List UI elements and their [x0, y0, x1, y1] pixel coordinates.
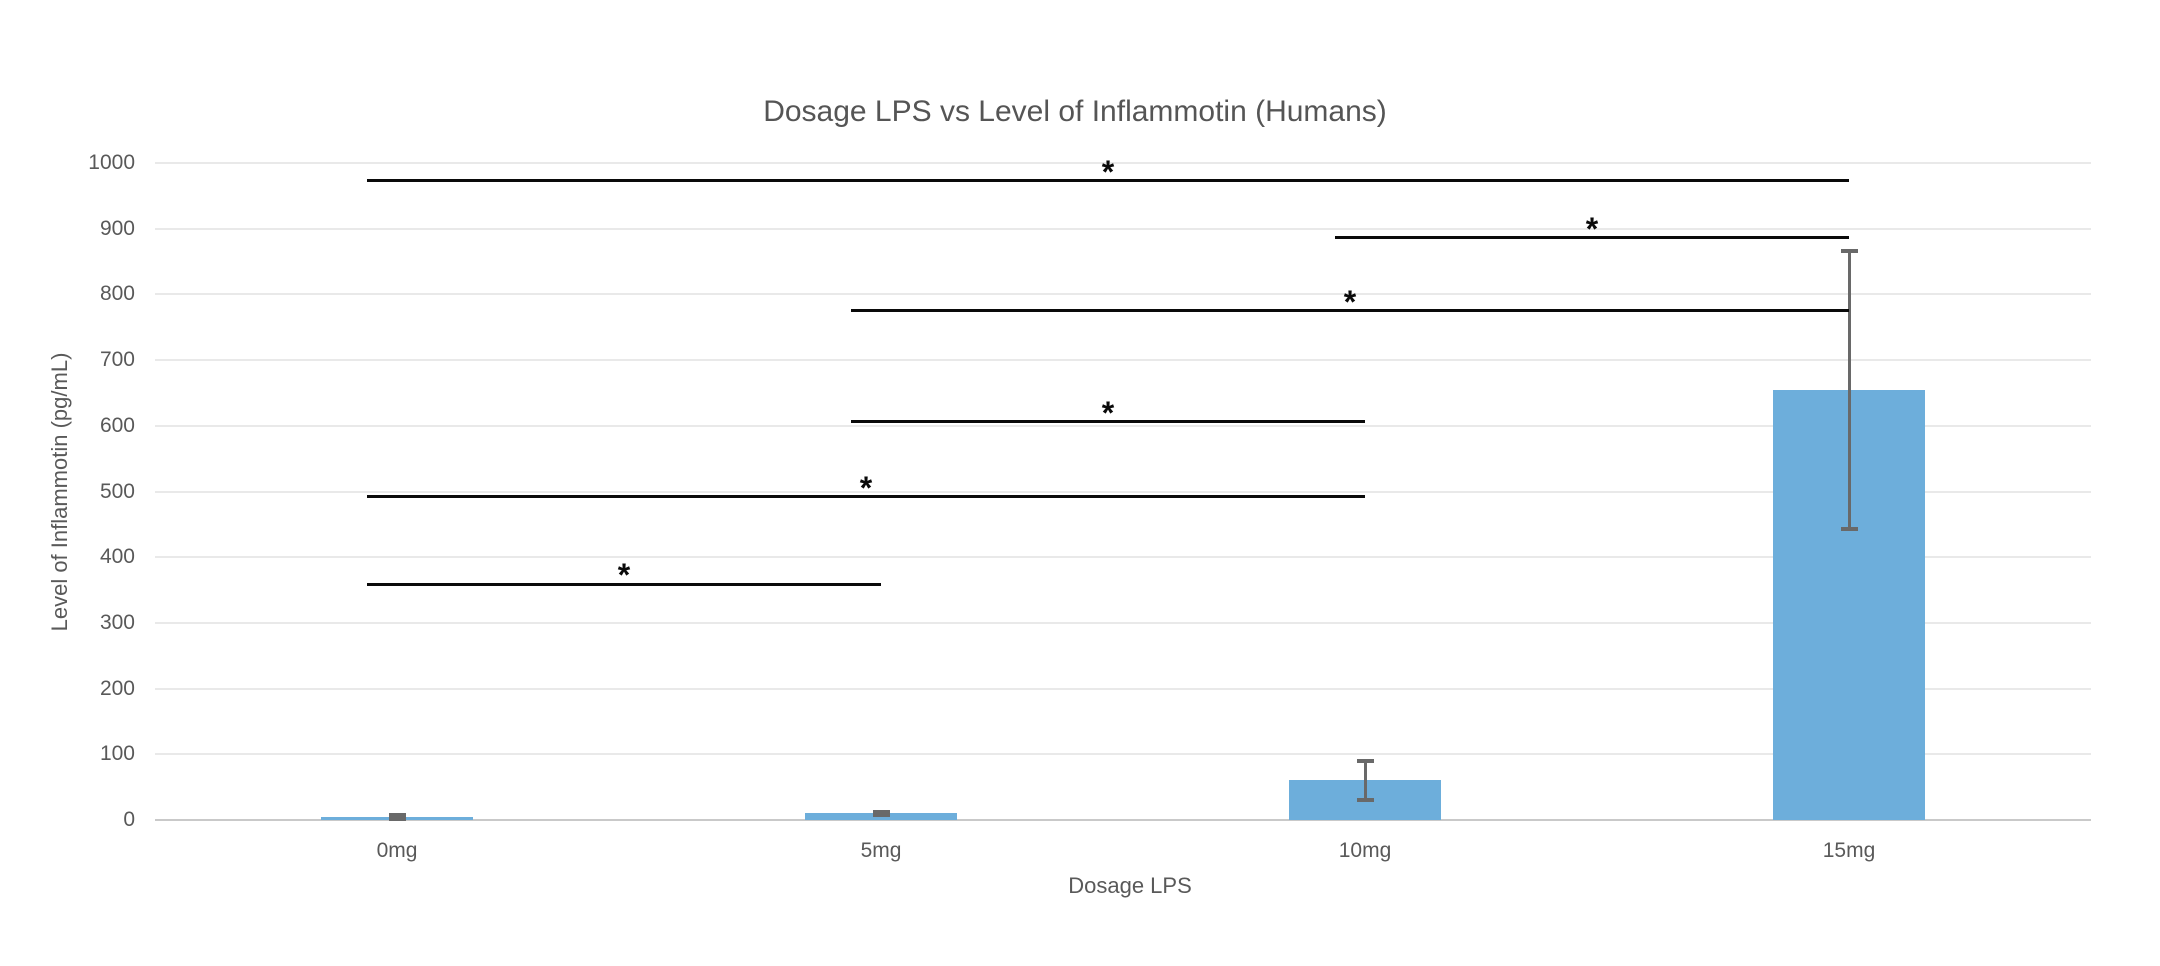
error-bar-bottom-cap-15mg: [1840, 526, 1858, 531]
gridline-600: [155, 424, 2091, 427]
error-bar-10mg: [1363, 759, 1367, 801]
gridline-500: [155, 490, 2091, 493]
y-tick-label-500: 500: [99, 479, 135, 503]
significance-asterisk-10mg-15mg: *: [1585, 210, 1599, 247]
y-tick-label-600: 600: [99, 413, 135, 437]
error-bar-top-cap-15mg: [1840, 249, 1858, 254]
significance-asterisk-5mg-15mg: *: [1343, 283, 1357, 320]
error-bar-bottom-cap-5mg: [872, 813, 890, 818]
gridline-700: [155, 359, 2091, 362]
significance-line-10mg-15mg: [1335, 236, 1849, 240]
significance-line-5mg-15mg: [851, 309, 1849, 313]
gridline-900: [155, 227, 2091, 230]
chart-title: Dosage LPS vs Level of Inflammotin (Huma…: [763, 95, 1387, 128]
x-tick-label-10mg: 10mg: [1338, 839, 1392, 862]
gridline-300: [155, 621, 2091, 624]
x-tick-label-15mg: 15mg: [1822, 839, 1876, 862]
error-bar-15mg: [1847, 250, 1851, 529]
significance-asterisk-0mg-5mg: *: [617, 557, 631, 594]
x-tick-label-0mg: 0mg: [376, 839, 418, 862]
error-bar-bottom-cap-10mg: [1356, 798, 1374, 803]
gridline-800: [155, 293, 2091, 296]
y-tick-label-0: 0: [123, 808, 135, 831]
significance-asterisk-0mg-15mg: *: [1101, 153, 1115, 190]
error-bar-top-cap-10mg: [1356, 758, 1374, 763]
y-tick-label-100: 100: [99, 742, 135, 766]
x-axis-title: Dosage LPS: [1068, 873, 1192, 898]
y-tick-label-700: 700: [99, 348, 135, 372]
gridline-100: [155, 753, 2091, 756]
gridline-1000: [155, 162, 2091, 164]
y-tick-label-800: 800: [99, 282, 135, 306]
significance-asterisk-5mg-10mg: *: [1101, 394, 1115, 431]
y-tick-label-1000: 1000: [88, 151, 135, 174]
error-bar-top-cap-0mg: [388, 813, 406, 818]
gridline-200: [155, 687, 2091, 690]
error-bar-top-cap-5mg: [872, 810, 890, 815]
y-tick-label-200: 200: [99, 676, 135, 700]
x-axis-line: [155, 819, 2091, 821]
gridline-400: [155, 556, 2091, 559]
y-tick-label-900: 900: [99, 216, 135, 240]
y-tick-label-300: 300: [99, 610, 135, 634]
significance-line-0mg-10mg: [367, 495, 1365, 499]
significance-line-0mg-15mg: [367, 179, 1849, 183]
significance-asterisk-0mg-10mg: *: [859, 469, 873, 506]
y-tick-label-400: 400: [99, 545, 135, 569]
significance-line-5mg-10mg: [851, 420, 1365, 424]
error-bar-bottom-cap-0mg: [388, 817, 406, 822]
significance-line-0mg-5mg: [367, 582, 881, 586]
x-tick-label-5mg: 5mg: [860, 839, 902, 862]
